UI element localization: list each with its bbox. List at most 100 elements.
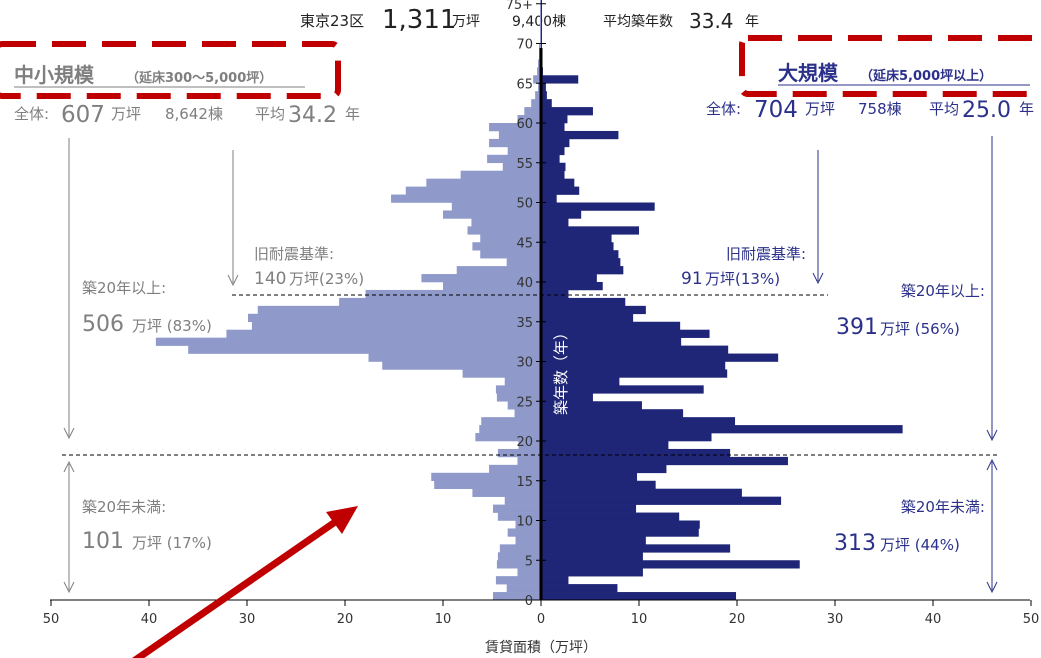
bar-small-medium-age-43 — [480, 250, 541, 259]
bar-small-medium-age-15 — [431, 472, 541, 482]
y-tick-group: 0 5 10 15 20 25 30 35 40 45 50 55 60 65 70 75+ — [506, 0, 546, 609]
header-avg-age: 33.4 — [689, 9, 734, 33]
right-total-unit: 万坪 — [805, 100, 835, 118]
x-tick-label: 0 — [537, 612, 545, 627]
y-tick-label: 10 — [516, 515, 533, 530]
left-total-prefix: 全体: — [14, 105, 49, 123]
y-tick-label: 5 — [525, 554, 533, 569]
y-tick-label: 70 — [516, 38, 533, 53]
bar-small-medium-age-75 — [540, 0, 541, 5]
right-title: 大規模 — [778, 61, 839, 85]
bar-large-age-12 — [541, 496, 782, 505]
bar-large-age-73 — [541, 11, 542, 20]
bar-small-medium-age-5 — [497, 552, 541, 561]
bar-small-medium-age-65 — [533, 75, 541, 84]
bar-large-age-20 — [541, 433, 712, 442]
bar-small-medium-age-38 — [365, 289, 541, 299]
bar-large-age-38 — [541, 289, 569, 299]
bar-large-age-49 — [541, 202, 655, 211]
bar-large-age-26 — [541, 385, 704, 394]
left-under20-label: 築20年未満: — [82, 498, 166, 516]
bar-large-age-46 — [541, 226, 639, 235]
left-over20-rest: 万坪 (83%) — [132, 317, 212, 335]
left-title: 中小規模 — [14, 63, 95, 87]
bar-small-medium-age-31 — [188, 345, 541, 354]
bar-small-medium-age-40 — [421, 274, 541, 283]
bar-small-medium-age-53 — [460, 170, 541, 179]
bar-small-medium-age-16 — [489, 464, 541, 474]
right-over20-rest: 万坪 (56%) — [880, 320, 960, 338]
left-old-std-value: 140 — [254, 269, 286, 289]
bar-small-medium-age-72 — [540, 19, 541, 28]
bar-large-age-32 — [541, 337, 682, 346]
bar-small-medium-age-45 — [480, 234, 541, 243]
bar-large-age-64 — [541, 83, 546, 92]
x-axis-label: 賃貸面積（万坪） — [485, 640, 597, 656]
bar-large-age-52 — [541, 178, 575, 187]
bar-small-medium-age-18 — [497, 448, 541, 458]
x-tick-label: 20 — [337, 612, 354, 627]
bar-large-age-56 — [541, 146, 565, 156]
bar-small-medium-age-20 — [475, 433, 541, 442]
bar-large-age-23 — [541, 409, 684, 418]
bar-small-medium-age-28 — [462, 369, 541, 378]
x-tick-label: 30 — [827, 612, 844, 627]
bar-small-medium-age-34 — [251, 321, 541, 330]
bar-small-medium-age-0 — [492, 592, 541, 601]
bar-large-age-54 — [541, 162, 566, 171]
bar-large-age-39 — [541, 282, 603, 291]
right-avg-value: 25.0 — [962, 98, 1011, 123]
bar-small-medium-age-46 — [467, 226, 541, 235]
bar-small-medium-age-8 — [507, 528, 541, 537]
left-arrow-old-std — [227, 150, 239, 287]
bar-large-age-36 — [541, 305, 646, 315]
y-tick-label: 55 — [516, 157, 533, 172]
bar-large-age-5 — [541, 552, 643, 561]
header-region: 東京23区 — [300, 12, 364, 30]
y-axis-label: 築年数（年） — [552, 325, 570, 415]
y-tick-label: 60 — [516, 117, 533, 132]
bar-small-medium-age-39 — [443, 282, 541, 291]
bar-large-age-43 — [541, 250, 619, 259]
left-avg-value: 34.2 — [288, 103, 337, 128]
header-total-area: 1,311 — [382, 5, 456, 35]
bar-small-medium-age-17 — [517, 456, 541, 466]
bar-large-age-57 — [541, 138, 570, 148]
bar-large-age-0 — [541, 592, 737, 601]
x-tick-label: 40 — [141, 612, 158, 627]
bar-small-medium-age-30 — [368, 353, 541, 362]
y-tick-label: 0 — [525, 594, 533, 609]
bar-small-medium-age-12 — [504, 496, 541, 505]
bar-small-medium-age-70 — [540, 35, 541, 44]
bar-large-age-70 — [541, 35, 542, 44]
x-tick-label: 40 — [925, 612, 942, 627]
header-avg-age-label: 平均築年数 — [603, 14, 673, 30]
bar-small-medium-age-54 — [502, 162, 541, 171]
bar-small-medium-age-61 — [524, 107, 541, 116]
bar-small-medium-age-36 — [257, 305, 541, 315]
x-tick-label: 20 — [729, 612, 746, 627]
left-avg-label: 平均 — [255, 105, 285, 123]
bar-small-medium-age-9 — [515, 520, 541, 529]
bar-large-age-62 — [541, 99, 552, 108]
bar-large-age-21 — [541, 425, 903, 434]
right-avg-label: 平均 — [929, 100, 959, 118]
bar-large-age-55 — [541, 154, 560, 164]
bar-large-age-34 — [541, 321, 681, 330]
x-tick-label: 30 — [239, 612, 256, 627]
bar-small-medium-age-26 — [495, 385, 541, 394]
right-over20-label: 築20年以上: — [901, 282, 985, 300]
bar-large-age-13 — [541, 488, 742, 497]
bar-small-medium-age-59 — [489, 123, 541, 132]
bar-large-age-58 — [541, 130, 619, 140]
left-old-std-label: 旧耐震基準: — [254, 245, 334, 263]
bar-large-age-9 — [541, 520, 700, 529]
bar-large-age-17 — [541, 456, 788, 466]
bar-large-age-31 — [541, 345, 729, 354]
bar-small-medium-age-60 — [517, 115, 541, 124]
bar-small-medium-age-74 — [540, 3, 541, 12]
bar-large-age-48 — [541, 210, 582, 219]
right-title-box — [739, 35, 1041, 97]
bar-large-age-44 — [541, 242, 614, 251]
